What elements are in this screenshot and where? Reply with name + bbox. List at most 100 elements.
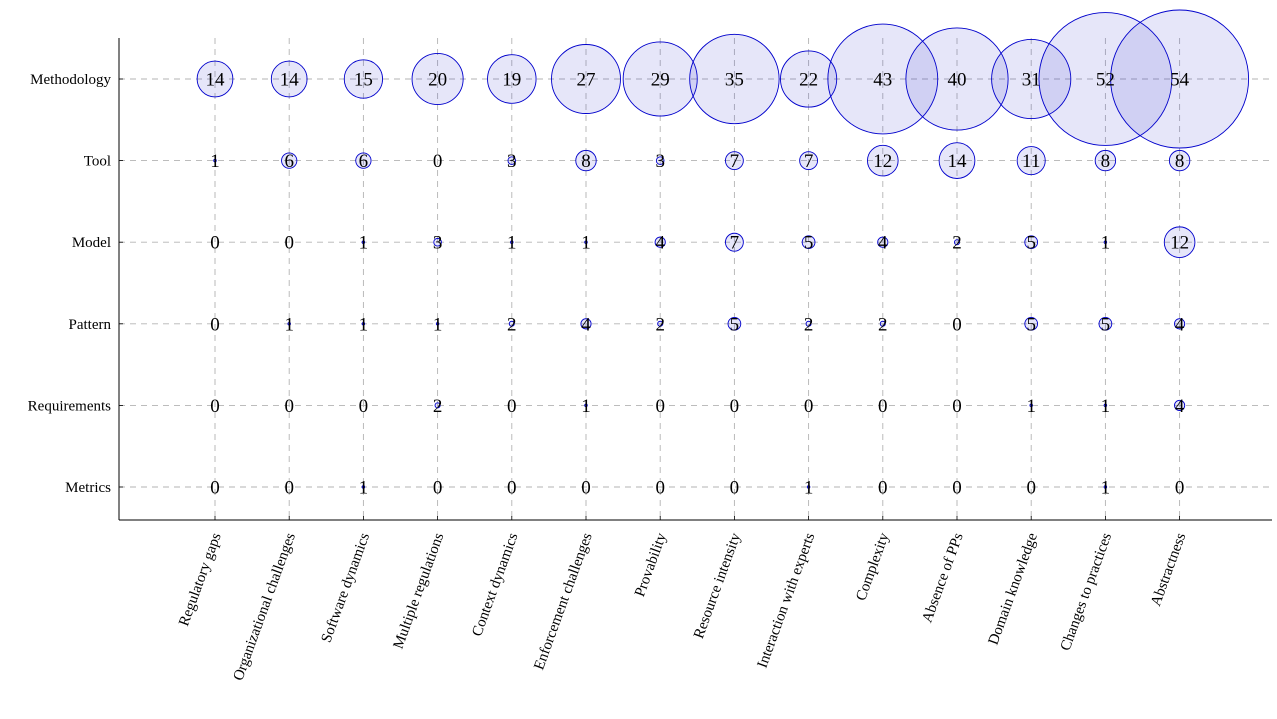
data-label: 52 bbox=[1096, 70, 1115, 91]
data-label: 1 bbox=[210, 151, 220, 172]
data-label: 29 bbox=[651, 70, 670, 91]
data-label: 0 bbox=[655, 396, 665, 417]
bubble-mark bbox=[355, 152, 372, 169]
bubble-mark bbox=[487, 54, 537, 104]
x-tick-label: Domain knowledge bbox=[986, 531, 1041, 648]
bubble-mark bbox=[1168, 149, 1191, 172]
bubble-mark bbox=[806, 485, 811, 489]
y-tick-label: Pattern bbox=[69, 317, 112, 333]
y-tick-label: Metrics bbox=[65, 480, 111, 496]
data-label: 35 bbox=[725, 70, 744, 91]
data-label: 0 bbox=[284, 233, 294, 254]
data-label: 1 bbox=[433, 314, 443, 335]
y-tick-label: Tool bbox=[84, 154, 111, 170]
bubble-mark bbox=[1094, 149, 1117, 172]
bubble-mark bbox=[281, 152, 298, 169]
data-label: 3 bbox=[507, 151, 517, 172]
data-label: 0 bbox=[210, 396, 220, 417]
data-label: 0 bbox=[210, 233, 220, 254]
bubble-mark bbox=[827, 23, 939, 135]
data-label: 0 bbox=[730, 478, 740, 499]
y-tick-label: Methodology bbox=[30, 72, 111, 88]
data-label: 8 bbox=[581, 151, 591, 172]
data-label: 8 bbox=[1175, 151, 1185, 172]
bubble-mark bbox=[938, 142, 976, 179]
data-label: 7 bbox=[730, 233, 740, 254]
bubbles bbox=[196, 9, 1250, 489]
data-label: 5 bbox=[730, 314, 740, 335]
bubble-mark bbox=[580, 318, 592, 330]
bubble-mark bbox=[411, 52, 464, 106]
data-label: 0 bbox=[210, 478, 220, 499]
data-label: 14 bbox=[280, 70, 300, 91]
data-label: 2 bbox=[507, 314, 517, 335]
bubble-mark bbox=[1016, 146, 1046, 176]
data-label: 54 bbox=[1170, 70, 1190, 91]
data-label: 0 bbox=[433, 478, 443, 499]
bubble-mark bbox=[1110, 9, 1250, 149]
bubble-mark bbox=[953, 239, 961, 246]
bubble-mark bbox=[1174, 399, 1186, 411]
data-label: 0 bbox=[507, 396, 517, 417]
data-label: 11 bbox=[1022, 151, 1040, 172]
data-label: 15 bbox=[354, 70, 373, 91]
bubble-mark bbox=[361, 322, 366, 326]
data-label: 2 bbox=[655, 314, 665, 335]
data-labels: 14 14 15 20 19 27 29 35 22 43 40 31 52 541 6 6 0 3 8 3 7 7 12 1… bbox=[206, 70, 1190, 499]
bubble-mark bbox=[343, 59, 384, 99]
data-label: 0 bbox=[1175, 478, 1185, 499]
data-label: 31 bbox=[1022, 70, 1041, 91]
data-label: 2 bbox=[433, 396, 443, 417]
data-label: 43 bbox=[873, 70, 892, 91]
x-tick-label: Provability bbox=[632, 530, 670, 599]
x-tick-label: Multiple regulations bbox=[391, 531, 448, 651]
bubble-mark bbox=[196, 60, 234, 98]
bubble-mark bbox=[1103, 485, 1108, 489]
bubble-mark bbox=[510, 240, 514, 244]
data-label: 1 bbox=[1101, 233, 1111, 254]
bubble-mark bbox=[879, 320, 886, 327]
bubble-mark bbox=[725, 151, 744, 170]
data-label: 2 bbox=[952, 233, 962, 254]
data-label: 1 bbox=[507, 233, 517, 254]
data-label: 1 bbox=[1026, 396, 1036, 417]
bubble-mark bbox=[270, 60, 308, 98]
bubble-mark bbox=[1029, 403, 1033, 408]
x-tick-label: Abstractness bbox=[1148, 531, 1189, 609]
x-tick-label: Absence of PPs bbox=[920, 531, 967, 625]
bubble-mark bbox=[654, 236, 666, 248]
bubble-mark bbox=[551, 44, 621, 114]
bubble-mark bbox=[657, 320, 664, 327]
bubble-mark bbox=[287, 322, 291, 326]
data-label: 5 bbox=[1026, 314, 1036, 335]
data-label: 0 bbox=[730, 396, 740, 417]
data-label: 7 bbox=[804, 151, 814, 172]
data-label: 12 bbox=[873, 151, 892, 172]
grid-lines bbox=[119, 38, 1272, 520]
bubble-mark bbox=[1163, 226, 1196, 258]
data-label: 0 bbox=[952, 478, 962, 499]
data-label: 1 bbox=[581, 396, 591, 417]
data-label: 27 bbox=[577, 70, 596, 91]
bubble-mark bbox=[801, 235, 816, 250]
data-label: 0 bbox=[878, 478, 888, 499]
data-label: 19 bbox=[502, 70, 521, 91]
data-label: 0 bbox=[359, 396, 369, 417]
bubble-mark bbox=[780, 50, 838, 108]
data-label: 0 bbox=[952, 314, 962, 335]
bubble-mark bbox=[213, 158, 217, 163]
data-label: 0 bbox=[507, 478, 517, 499]
bubble-mark bbox=[1024, 235, 1039, 250]
x-tick-label: Context dynamics bbox=[469, 531, 521, 639]
data-label: 5 bbox=[804, 233, 814, 254]
data-label: 14 bbox=[206, 70, 226, 91]
data-label: 6 bbox=[284, 151, 294, 172]
data-label: 4 bbox=[878, 233, 888, 254]
bubble-mark bbox=[867, 144, 899, 177]
data-label: 0 bbox=[210, 314, 220, 335]
data-label: 0 bbox=[655, 478, 665, 499]
axes bbox=[118, 38, 1272, 521]
bubble-mark bbox=[434, 402, 441, 409]
data-label: 1 bbox=[284, 314, 294, 335]
y-tick-label: Model bbox=[72, 235, 111, 251]
